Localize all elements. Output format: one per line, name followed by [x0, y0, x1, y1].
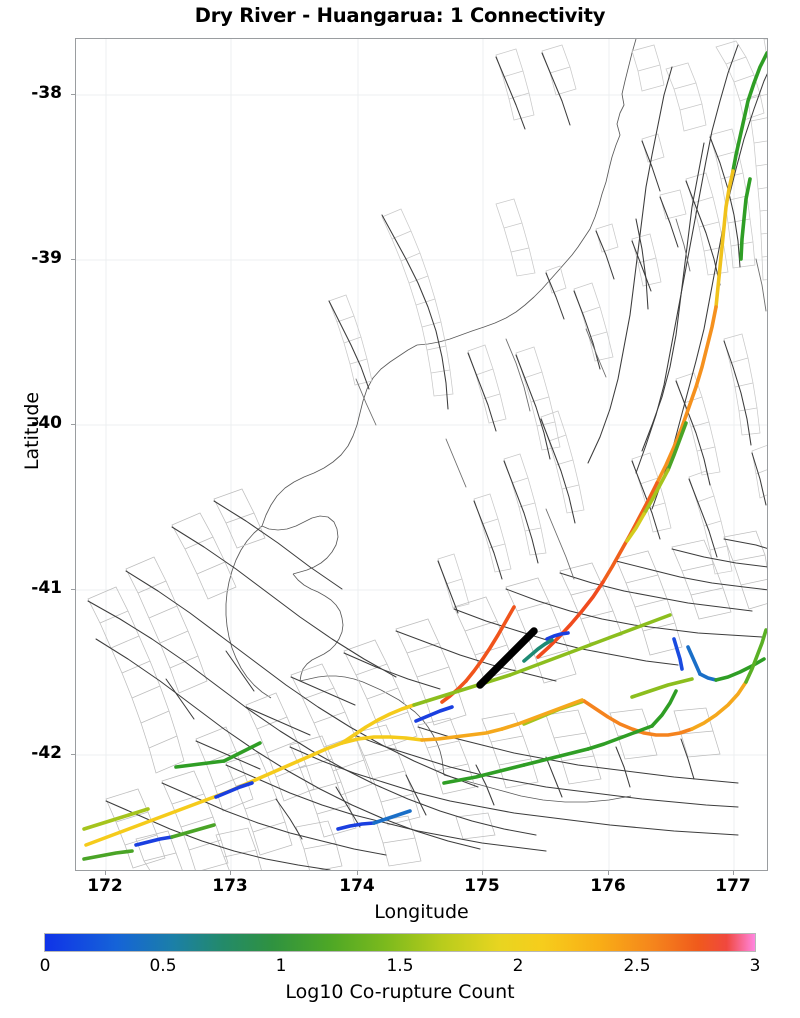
ytick-label-42: -42: [31, 743, 62, 763]
x-axis-label: Longitude: [374, 901, 469, 923]
colorbar: [44, 933, 756, 952]
fault-plane-polygons-south: [87, 488, 767, 870]
ytick-label-39: -39: [31, 248, 62, 268]
xtick-mark: [357, 871, 358, 875]
coastline-layer: [225, 39, 637, 803]
xtick-label-172: 172: [87, 876, 123, 896]
fault-surface-traces-secondary: [355, 218, 767, 580]
source-fault-trace: [476, 627, 538, 689]
ytick-mark: [71, 424, 75, 425]
fault-surface-traces: [328, 44, 767, 614]
xtick-mark: [733, 871, 734, 875]
colorbar-gradient: [44, 933, 756, 952]
xtick-label-176: 176: [590, 876, 626, 896]
xtick-label-174: 174: [339, 876, 375, 896]
ytick-label-38: -38: [31, 83, 62, 103]
chart-title: Dry River - Huangarua: 1 Connectivity: [194, 4, 606, 27]
colorbar-label: Log10 Co-rupture Count: [285, 981, 515, 1003]
fault-plane-polygons: [328, 39, 767, 609]
colorbar-tick-1: 1: [275, 956, 287, 976]
ytick-label-40: -40: [31, 413, 62, 433]
colorbar-tick-0.5: 0.5: [149, 956, 177, 976]
ytick-label-41: -41: [31, 578, 62, 598]
map-axes: .pg { fill:none; stroke:#c9c9c9; stroke-…: [75, 38, 768, 871]
ytick-mark: [71, 754, 75, 755]
connected-faults: [82, 51, 767, 861]
colorbar-tick-2.5: 2.5: [623, 956, 651, 976]
xtick-mark: [608, 871, 609, 875]
colorbar-tick-2: 2: [512, 956, 524, 976]
fault-surface-traces-south: [87, 500, 767, 870]
colorbar-tick-3: 3: [749, 956, 761, 976]
colorbar-tick-1.5: 1.5: [386, 956, 414, 976]
ytick-mark: [71, 94, 75, 95]
y-axis-label: Latitude: [21, 391, 43, 471]
colorbar-tick-0: 0: [39, 956, 51, 976]
ytick-mark: [71, 589, 75, 590]
xtick-label-175: 175: [464, 876, 500, 896]
xtick-mark: [105, 871, 106, 875]
xtick-mark: [482, 871, 483, 875]
xtick-label-177: 177: [715, 876, 751, 896]
ytick-mark: [71, 259, 75, 260]
xtick-mark: [230, 871, 231, 875]
map-canvas: .pg { fill:none; stroke:#c9c9c9; stroke-…: [76, 39, 767, 870]
xtick-label-173: 173: [212, 876, 248, 896]
